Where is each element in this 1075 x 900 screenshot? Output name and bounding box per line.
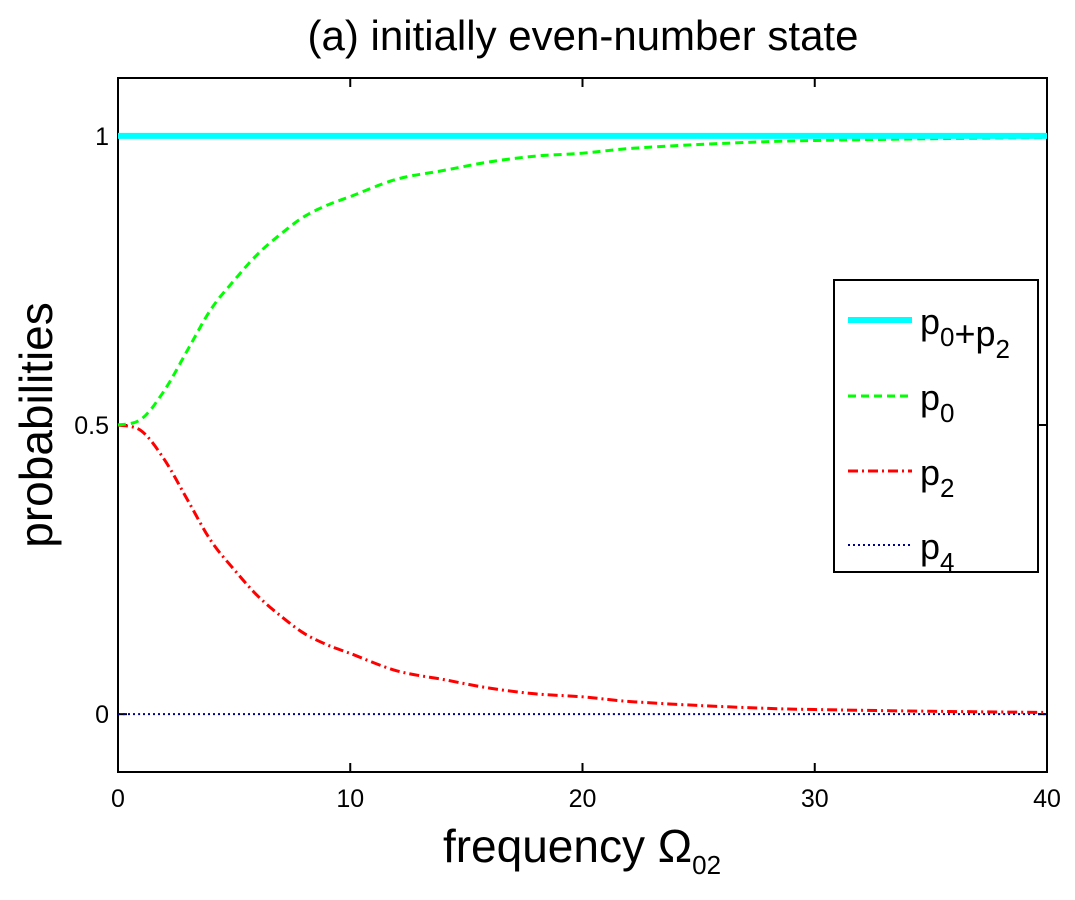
legend: p0+p2 p0 p2 p4 [833,279,1039,577]
x-tick-label: 0 [111,785,125,813]
series-lines [117,132,1048,716]
x-tick-label: 30 [801,785,829,813]
x-axis-label-main: frequency Ω [443,820,692,872]
y-tick-label: 1 [95,123,109,151]
chart-title: (a) initially even-number state [308,12,859,59]
legend-label-p4: p4 [920,526,955,577]
series-line-p2 [117,423,1048,714]
y-tick-label: 0.5 [74,412,109,440]
legend-label-p0: p0 [920,377,955,428]
y-tick-label: 0 [95,701,109,729]
legend-label-p0-plus-p2: p0+p2 [920,301,1010,364]
x-axis-label: frequency Ω02 [443,820,721,880]
x-tick-label: 20 [569,785,597,813]
legend-box [833,279,1039,573]
x-tick-label: 40 [1033,785,1061,813]
series-line-p0 [117,136,1048,427]
axis-ticks: 0 10 20 30 40 0 0.5 1 [74,78,1061,813]
x-tick-label: 10 [336,785,364,813]
legend-label-p2: p2 [920,452,955,503]
x-axis-label-subscript: 02 [692,850,721,880]
y-axis-label: probabilities [10,302,62,547]
